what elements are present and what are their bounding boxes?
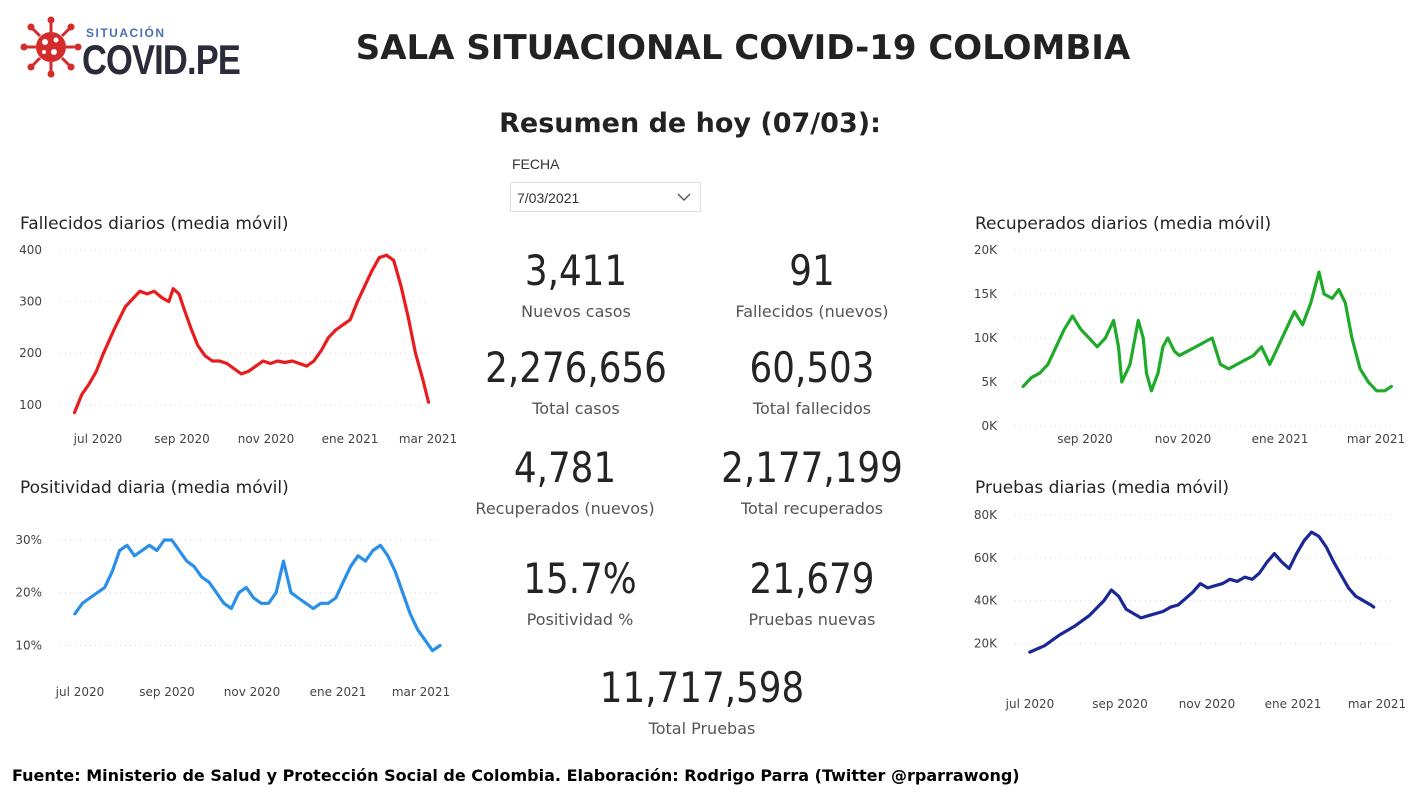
y-tick-label: 20K [974,637,998,651]
kpi-total-casos: 2,276,656 Total casos [456,343,696,419]
kpi-label: Total recuperados [740,499,884,518]
kpi-value: 4,781 [513,443,617,492]
chart-title-recuperados: Recuperados diarios (media móvil) [975,214,1272,234]
x-tick-label: ene 2021 [1252,432,1309,446]
kpi-label: Nuevos casos [521,302,631,321]
date-filter-dropdown[interactable]: 7/03/2021 [510,182,701,212]
y-tick-label: 100 [19,398,42,412]
kpi-label: Fallecidos (nuevos) [735,302,889,321]
summary-heading: Resumen de hoy (07/03): [499,108,881,139]
kpi-total-fallecidos: 60,503 Total fallecidos [692,343,932,419]
x-tick-label: sep 2020 [139,685,195,699]
logo-title: COVID.PE [82,36,241,83]
y-tick-label: 10% [15,638,42,652]
x-tick-label: ene 2021 [310,685,367,699]
page-title: SALA SITUACIONAL COVID-19 COLOMBIA [355,28,1131,68]
logo-subtitle: SITUACIÓN [86,26,166,40]
x-tick-label: nov 2020 [1155,432,1211,446]
date-filter-label: FECHA [512,156,560,172]
source-footer: Fuente: Ministerio de Salud y Protección… [12,766,1020,785]
kpi-value: 21,679 [749,554,875,603]
series-line [72,253,431,415]
x-tick-label: sep 2020 [154,432,210,446]
y-tick-label: 10K [974,331,998,345]
kpi-value: 2,276,656 [485,343,667,392]
y-tick-label: 400 [19,243,42,257]
y-tick-label: 0K [981,419,998,433]
series-line [1028,530,1376,654]
x-tick-label: nov 2020 [224,685,280,699]
kpi-value: 91 [789,246,835,295]
kpi-label: Total fallecidos [752,399,872,418]
date-filter-value: 7/03/2021 [517,190,580,206]
y-tick-label: 40K [974,594,998,608]
chart-title-pruebas: Pruebas diarias (media móvil) [975,478,1230,498]
x-tick-label: nov 2020 [238,432,294,446]
kpi-label: Pruebas nuevas [748,610,876,629]
x-tick-label: nov 2020 [1179,697,1235,711]
y-tick-label: 20% [15,586,42,600]
kpi-label: Total casos [532,399,620,418]
y-tick-label: 300 [19,295,42,309]
y-tick-label: 15K [974,287,998,301]
kpi-value: 3,411 [524,246,628,295]
pruebas-line-chart: 20K 40K 60K 80K jul 2020 sep 2020 nov 2020 ene … [974,508,1406,711]
y-tick-label: 30% [15,533,42,547]
chart-title-positividad: Positividad diaria (media móvil) [20,478,289,498]
x-tick-label: mar 2021 [1347,432,1405,446]
y-tick-label: 20K [974,243,998,257]
x-tick-label: mar 2021 [399,432,457,446]
kpi-value: 2,177,199 [721,443,903,492]
x-tick-label: jul 2020 [55,685,105,699]
kpi-pruebas-nuevas: 21,679 Pruebas nuevas [692,554,932,630]
x-tick-label: ene 2021 [322,432,379,446]
chart-title-fallecidos: Fallecidos diarios (media móvil) [20,214,289,234]
logo: SITUACIÓN COVID.PE [20,14,241,86]
kpi-value: 15.7% [523,554,637,603]
virus-logo-icon [20,16,82,78]
y-tick-label: 5K [981,375,998,389]
kpi-label: Positividad % [526,610,634,629]
x-tick-label: ene 2021 [1265,697,1322,711]
x-tick-label: mar 2021 [1348,697,1406,711]
recuperados-line-chart: 0K 5K 10K 15K 20K sep 2020 nov 2020 ene 2021 mar… [974,243,1405,446]
kpi-positividad: 15.7% Positividad % [460,554,700,630]
y-tick-label: 200 [19,346,42,360]
y-tick-label: 80K [974,508,998,522]
kpi-total-pruebas: 11,717,598 Total Pruebas [552,663,852,739]
chevron-down-icon [677,193,691,201]
x-tick-label: sep 2020 [1092,697,1148,711]
kpi-value: 11,717,598 [599,663,805,712]
fallecidos-line-chart: 100 200 300 400 jul 2020 sep 2020 nov 2020 ene … [19,243,457,446]
kpi-total-recuperados: 2,177,199 Total recuperados [692,443,932,519]
x-tick-label: mar 2021 [392,685,450,699]
x-tick-label: sep 2020 [1057,432,1113,446]
kpi-fallecidos-nuevos: 91 Fallecidos (nuevos) [692,246,932,322]
kpi-nuevos-casos: 3,411 Nuevos casos [456,246,696,322]
kpi-recuperados-nuevos: 4,781 Recuperados (nuevos) [445,443,685,519]
kpi-label: Recuperados (nuevos) [475,499,655,518]
series-line [1021,270,1393,393]
x-tick-label: jul 2020 [73,432,123,446]
kpi-label: Total Pruebas [648,719,756,738]
kpi-value: 60,503 [749,343,875,392]
series-line [73,538,442,653]
y-tick-label: 60K [974,551,998,565]
x-tick-label: jul 2020 [1005,697,1055,711]
positividad-line-chart: 10% 20% 30% jul 2020 sep 2020 nov 2020 ene 202… [15,533,450,699]
